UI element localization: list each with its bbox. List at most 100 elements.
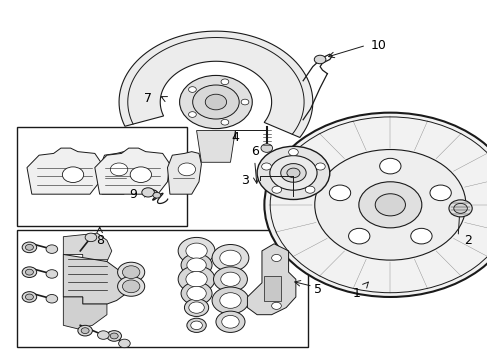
Circle shape bbox=[153, 192, 161, 198]
Circle shape bbox=[220, 293, 241, 308]
Circle shape bbox=[178, 266, 215, 293]
Circle shape bbox=[189, 302, 204, 313]
Circle shape bbox=[178, 163, 196, 176]
Text: 4: 4 bbox=[231, 131, 239, 144]
Circle shape bbox=[122, 280, 140, 293]
Circle shape bbox=[430, 185, 451, 201]
Polygon shape bbox=[63, 255, 126, 304]
Circle shape bbox=[270, 156, 317, 190]
Circle shape bbox=[315, 149, 466, 260]
Circle shape bbox=[241, 99, 249, 105]
Bar bbox=[17, 230, 308, 347]
Circle shape bbox=[181, 254, 212, 276]
Circle shape bbox=[110, 333, 118, 339]
Circle shape bbox=[98, 331, 109, 339]
Circle shape bbox=[348, 228, 370, 244]
Circle shape bbox=[375, 194, 405, 216]
Circle shape bbox=[257, 146, 330, 199]
Text: 10: 10 bbox=[371, 39, 387, 52]
Circle shape bbox=[25, 294, 33, 300]
Circle shape bbox=[316, 163, 325, 170]
Circle shape bbox=[178, 238, 215, 264]
Circle shape bbox=[329, 185, 351, 201]
Circle shape bbox=[212, 287, 249, 314]
Circle shape bbox=[186, 271, 207, 287]
Circle shape bbox=[187, 286, 206, 301]
Polygon shape bbox=[95, 148, 170, 194]
Circle shape bbox=[187, 318, 206, 332]
Circle shape bbox=[220, 250, 241, 266]
Circle shape bbox=[212, 244, 249, 271]
Circle shape bbox=[130, 167, 151, 183]
Polygon shape bbox=[265, 276, 281, 301]
Circle shape bbox=[205, 94, 226, 110]
Circle shape bbox=[184, 299, 209, 316]
Circle shape bbox=[193, 85, 239, 119]
Circle shape bbox=[189, 112, 196, 117]
Circle shape bbox=[78, 325, 93, 336]
Circle shape bbox=[359, 182, 422, 228]
Circle shape bbox=[411, 228, 432, 244]
Polygon shape bbox=[99, 152, 134, 194]
Circle shape bbox=[22, 267, 37, 278]
Circle shape bbox=[22, 242, 37, 253]
Circle shape bbox=[261, 144, 272, 152]
Text: 1: 1 bbox=[352, 287, 360, 300]
Circle shape bbox=[122, 266, 140, 279]
Circle shape bbox=[62, 167, 84, 183]
Circle shape bbox=[186, 243, 207, 259]
Text: 3: 3 bbox=[241, 174, 249, 186]
Circle shape bbox=[281, 163, 306, 182]
Text: 9: 9 bbox=[130, 188, 138, 201]
Polygon shape bbox=[63, 297, 107, 329]
Polygon shape bbox=[247, 244, 296, 315]
Circle shape bbox=[265, 113, 490, 297]
Circle shape bbox=[271, 302, 281, 309]
Circle shape bbox=[189, 87, 196, 93]
Circle shape bbox=[272, 186, 282, 193]
Bar bbox=[17, 127, 187, 226]
Polygon shape bbox=[196, 131, 235, 162]
Circle shape bbox=[221, 120, 229, 125]
Polygon shape bbox=[119, 31, 313, 138]
Circle shape bbox=[119, 339, 130, 348]
Circle shape bbox=[305, 186, 315, 193]
Circle shape bbox=[314, 55, 326, 64]
Circle shape bbox=[214, 267, 247, 292]
Circle shape bbox=[118, 276, 145, 296]
Circle shape bbox=[46, 294, 58, 303]
Circle shape bbox=[187, 258, 206, 272]
Text: 6: 6 bbox=[251, 145, 259, 158]
Polygon shape bbox=[168, 152, 201, 194]
Circle shape bbox=[107, 330, 122, 341]
Circle shape bbox=[25, 269, 33, 275]
Circle shape bbox=[287, 168, 300, 178]
Circle shape bbox=[454, 203, 467, 213]
Text: 8: 8 bbox=[96, 234, 104, 247]
Circle shape bbox=[289, 149, 298, 156]
Circle shape bbox=[221, 79, 229, 85]
Circle shape bbox=[191, 321, 202, 329]
Circle shape bbox=[46, 245, 58, 253]
Circle shape bbox=[222, 315, 239, 328]
Circle shape bbox=[142, 188, 154, 197]
Circle shape bbox=[271, 255, 281, 261]
Circle shape bbox=[180, 76, 252, 129]
Polygon shape bbox=[63, 233, 112, 261]
Circle shape bbox=[262, 163, 271, 170]
Circle shape bbox=[216, 311, 245, 332]
Circle shape bbox=[85, 233, 97, 242]
Text: 5: 5 bbox=[314, 283, 321, 296]
Circle shape bbox=[110, 163, 128, 176]
Circle shape bbox=[81, 328, 89, 334]
Circle shape bbox=[449, 200, 472, 217]
Circle shape bbox=[380, 158, 401, 174]
Text: 2: 2 bbox=[464, 234, 472, 247]
Circle shape bbox=[221, 272, 240, 286]
Circle shape bbox=[22, 292, 37, 302]
Circle shape bbox=[118, 262, 145, 282]
Circle shape bbox=[181, 282, 212, 305]
Polygon shape bbox=[27, 148, 102, 194]
Text: 7: 7 bbox=[144, 92, 152, 105]
Circle shape bbox=[46, 270, 58, 278]
